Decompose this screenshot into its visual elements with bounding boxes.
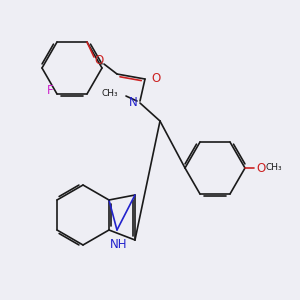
Text: O: O	[94, 53, 103, 67]
Text: O: O	[151, 71, 160, 85]
Text: F: F	[46, 85, 53, 98]
Text: CH₃: CH₃	[266, 163, 283, 172]
Text: N: N	[129, 95, 138, 109]
Text: NH: NH	[110, 238, 128, 251]
Text: O: O	[256, 161, 265, 175]
Text: CH₃: CH₃	[101, 88, 118, 98]
